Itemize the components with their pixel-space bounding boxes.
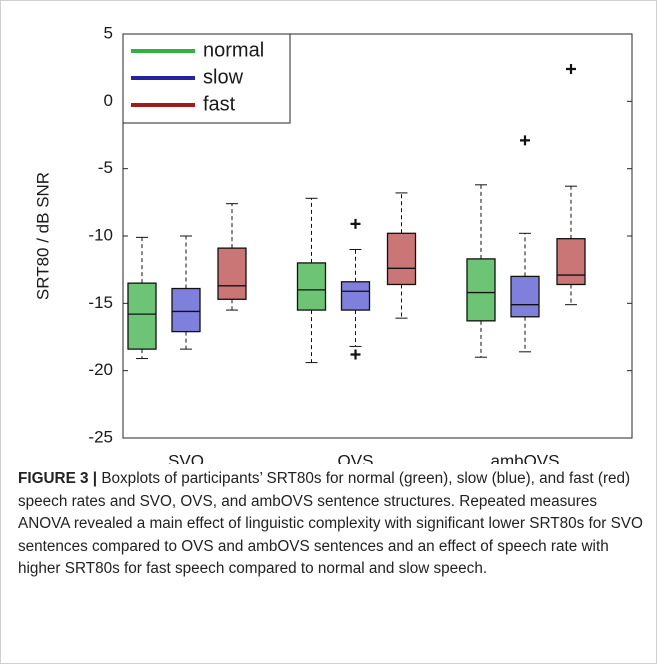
y-tick-label: 5 bbox=[104, 23, 113, 42]
legend-label: normal bbox=[203, 39, 264, 61]
x-tick-label: SVO bbox=[168, 451, 204, 464]
box bbox=[340, 281, 371, 311]
box bbox=[127, 282, 157, 350]
caption: FIGURE 3 | Boxplots of participants’ SRT… bbox=[18, 468, 643, 581]
y-tick-label: -20 bbox=[88, 360, 113, 379]
box bbox=[296, 262, 327, 311]
y-tick-label: -15 bbox=[88, 293, 113, 312]
outlier bbox=[350, 349, 361, 360]
chart: SRT80 / dB SNR -25 -20 -15 -10 -5 0 5 SVO OVS amb… bbox=[33, 23, 633, 464]
caption-label: FIGURE 3 | bbox=[18, 470, 98, 487]
box bbox=[510, 275, 540, 318]
outlier bbox=[566, 64, 576, 75]
caption-text: Boxplots of participants’ SRT80s for nor… bbox=[18, 470, 643, 577]
x-tick-label: OVS bbox=[338, 451, 374, 464]
x-tick-label: ambOVS bbox=[491, 451, 560, 464]
legend-label: slow bbox=[203, 66, 244, 88]
y-tick-label: -10 bbox=[88, 225, 113, 244]
y-axis-label: SRT80 / dB SNR bbox=[33, 172, 52, 300]
y-tick-label: 0 bbox=[104, 91, 113, 110]
box bbox=[466, 258, 496, 322]
outlier bbox=[520, 135, 530, 146]
y-tick-label: -25 bbox=[88, 427, 113, 446]
box bbox=[386, 232, 417, 286]
legend-label: fast bbox=[203, 93, 236, 115]
box bbox=[217, 247, 247, 300]
outlier bbox=[350, 218, 361, 229]
box bbox=[171, 287, 201, 333]
y-tick-label: -5 bbox=[98, 158, 113, 177]
box bbox=[556, 238, 586, 286]
